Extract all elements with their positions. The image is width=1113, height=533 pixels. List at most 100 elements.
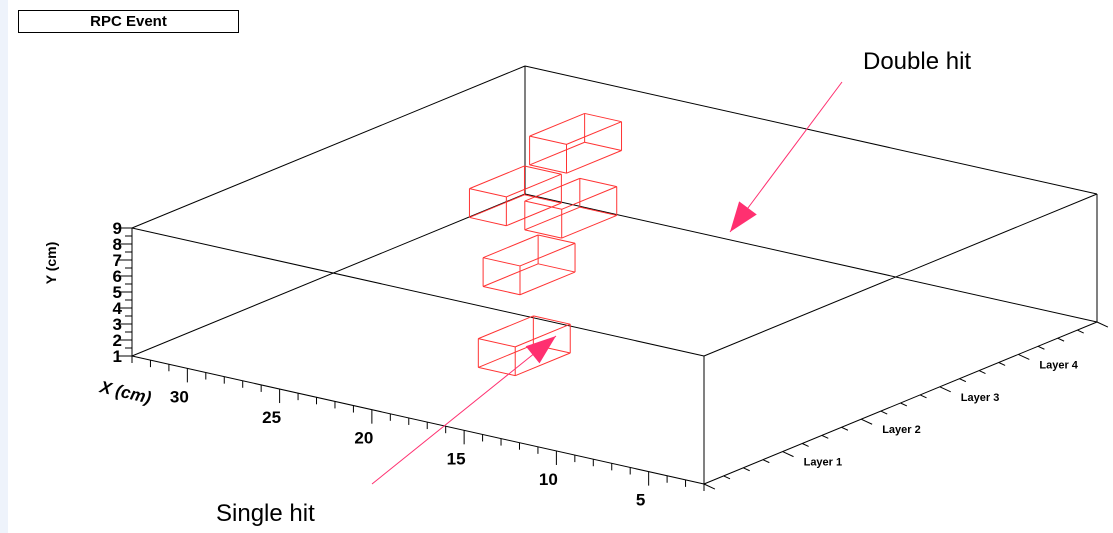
hit-edge [579, 177, 617, 188]
box-frame [131, 65, 1098, 485]
hit-edge [561, 214, 617, 239]
frame-edge [131, 227, 705, 357]
layer-tick [821, 434, 829, 439]
single-hit-arrow [371, 335, 557, 485]
y-tick-label: 1 [113, 347, 122, 366]
layer-tick [1037, 345, 1045, 350]
frame-edge [131, 193, 526, 357]
hit-cube [477, 315, 571, 377]
hit-edge [561, 186, 617, 210]
x-tick-label: 30 [170, 387, 189, 406]
annotation-arrows [371, 81, 843, 485]
hits [468, 112, 623, 377]
y-tick-label: 4 [113, 299, 123, 318]
hit-edge [519, 271, 576, 296]
hit-edge [524, 194, 562, 204]
x-tick-label: 20 [354, 429, 373, 448]
hit-edge [483, 257, 521, 267]
hit-edge [584, 112, 622, 123]
y-tick-label: 9 [113, 219, 122, 238]
hit-edge [469, 194, 525, 218]
hit-edge [469, 188, 507, 198]
hit-edge [483, 286, 521, 296]
hit-cube [482, 234, 576, 296]
hit-edge [482, 263, 539, 287]
frame-edge [703, 193, 1098, 357]
y-tick-label: 2 [113, 331, 122, 350]
x-axis: 5 10 15 20 25 30 X (cm) [97, 356, 705, 510]
x-tick-label: 25 [262, 408, 281, 427]
arrow-shaft [729, 81, 843, 233]
double-hit-label: Double hit [863, 48, 972, 75]
arrow-shaft [371, 335, 557, 485]
layer-tick [1077, 329, 1084, 334]
layer-tick [762, 459, 770, 464]
y-tick-label: 8 [113, 235, 122, 254]
hit-edge [584, 141, 622, 151]
x-tick-label: 5 [636, 491, 645, 510]
hit-edge [469, 216, 507, 227]
frame-edge [131, 65, 526, 229]
hit-edge [478, 344, 534, 368]
layer-axis: Layer 1 Layer 2 Layer 3 Layer 4 [703, 321, 1109, 490]
y-tick-label: 7 [113, 251, 122, 270]
double-hit-arrow [729, 81, 843, 233]
layer-tick [1096, 321, 1109, 328]
chart-title: RPC Event [18, 10, 239, 33]
layer-tick [1057, 337, 1065, 342]
single-hit-label: Single hit [216, 500, 315, 527]
hit-edge [482, 234, 539, 259]
x-axis-title: X (cm) [97, 377, 153, 408]
y-tick-label: 6 [113, 267, 122, 286]
hit-edge [524, 200, 562, 210]
x-tick-label: 10 [539, 470, 558, 489]
hit-edge [506, 202, 562, 227]
hit-edge [529, 164, 567, 174]
hit-edge [538, 263, 576, 273]
hit-edge [533, 315, 571, 325]
left-strip [0, 0, 8, 533]
hit-edge [478, 315, 534, 340]
hit-edge [538, 234, 576, 244]
layer-tick [959, 378, 967, 383]
y-axis-title: Y (cm) [43, 242, 59, 285]
layer-tick-label: Layer 1 [804, 457, 843, 469]
hit-edge [515, 323, 571, 348]
layer-tick-label: Layer 2 [882, 424, 921, 436]
layer-tick [703, 483, 716, 490]
hit-edge [478, 366, 516, 377]
layer-tick [880, 410, 888, 415]
hit-edge [579, 206, 617, 216]
hit-edge [515, 352, 571, 377]
hit-edge [506, 173, 562, 198]
frame-edge [524, 193, 1098, 323]
layer-tick [900, 402, 908, 407]
hit-cube [529, 112, 623, 174]
layer-tick [802, 443, 809, 447]
hit-edge [469, 165, 525, 190]
hit-edge [524, 229, 562, 239]
layer-tick [782, 451, 794, 458]
y-tick-label: 3 [113, 315, 122, 334]
layer-tick [860, 418, 873, 425]
arrow-head [525, 336, 556, 364]
layer-tick [841, 426, 849, 431]
hit-edge [524, 177, 581, 202]
layer-tick [723, 475, 731, 480]
hit-edge [566, 150, 622, 174]
hit-edge [524, 206, 581, 231]
layer-tick [1018, 353, 1030, 360]
hit-edge [519, 242, 576, 267]
frame-edge [524, 65, 1098, 195]
layer-tick [939, 386, 951, 393]
hit-edge [529, 141, 585, 166]
hit-cube [468, 165, 562, 227]
layer-tick-label: Layer 3 [961, 392, 1000, 404]
layer-tick-label: Layer 4 [1039, 359, 1078, 371]
hit-edge [566, 121, 622, 145]
layer-tick [743, 467, 750, 472]
hit-edge [529, 135, 567, 145]
arrow-head [730, 201, 757, 232]
